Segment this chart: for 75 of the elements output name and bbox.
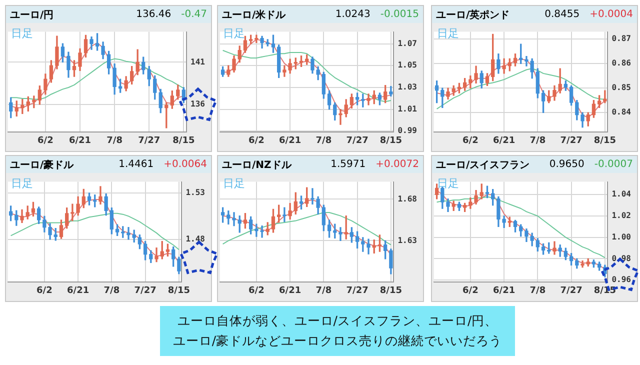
x-tick-label: 6/2	[36, 286, 52, 296]
x-tick-label: 7/27	[346, 136, 368, 146]
y-tick-label: 0.84	[612, 108, 632, 117]
chart-title: ユーロ/NZドル	[222, 158, 293, 172]
x-tick-label: 7/27	[560, 136, 582, 146]
y-tick-label: 0.99	[398, 126, 418, 136]
y-tick-label: 1.01	[398, 104, 418, 114]
x-tick-label: 8/15	[380, 136, 402, 146]
text: ユーロ自体が弱く、ユーロ/スイスフラン、ユーロ/円、	[177, 312, 498, 330]
y-tick-label: 136	[190, 99, 206, 108]
x-tick-label: 8/15	[594, 286, 616, 296]
y-tick-label: 1.00	[612, 232, 632, 242]
y-tick-label: 1.02	[612, 211, 632, 220]
y-tick-label: 1.48	[186, 234, 206, 244]
annotation: 日足	[437, 176, 459, 191]
x-tick-label: 7/8	[106, 136, 122, 146]
y-tick-label: 1.07	[398, 38, 418, 48]
x-tick-label: 7/27	[138, 136, 160, 146]
x-tick-label: 8/15	[168, 286, 190, 296]
y-tick-label: 1.53	[186, 188, 206, 198]
x-tick-label: 6/21	[67, 286, 90, 296]
y-tick-label: 1.05	[398, 60, 418, 70]
y-tick-label: 0.85	[612, 83, 632, 92]
x-tick-label: 7/27	[560, 286, 582, 296]
x-tick-label: 6/2	[38, 136, 54, 146]
text: 1.5971	[330, 159, 366, 170]
chart-title: ユーロ/スイスフラン	[436, 158, 531, 172]
x-tick-label: 7/8	[530, 286, 546, 296]
text: 1.4461	[118, 159, 154, 170]
annotation: 日足	[437, 26, 459, 41]
text: 1.0243	[335, 9, 370, 20]
x-tick-label: 6/2	[248, 286, 264, 296]
text: -0.0007	[594, 159, 633, 170]
x-tick-label: 6/21	[493, 136, 516, 146]
chart-title: ユーロ/豪ドル	[10, 158, 75, 172]
x-tick-label: 6/2	[248, 136, 264, 146]
y-tick-label: 0.96	[612, 275, 632, 284]
text: 0.8455	[544, 9, 580, 20]
text: +0.0004	[590, 9, 633, 20]
x-tick-label: 6/21	[279, 286, 302, 296]
annotation: 日足	[11, 26, 33, 41]
chart-title: ユーロ/円	[10, 8, 55, 22]
text: 0.9650	[549, 159, 584, 170]
x-tick-label: 7/27	[134, 286, 156, 296]
text: -0.47	[181, 9, 207, 20]
x-tick-label: 8/15	[380, 286, 402, 296]
annotation: 日足	[223, 26, 245, 41]
text: +0.0064	[164, 159, 207, 170]
annotation: 日足	[11, 176, 33, 191]
x-tick-label: 7/8	[104, 286, 120, 296]
x-tick-label: 8/15	[594, 136, 616, 146]
text: +0.0072	[376, 159, 419, 170]
annotation: 日足	[223, 176, 245, 191]
y-tick-label: 0.86	[612, 58, 632, 68]
y-tick-label: 1.03	[398, 82, 418, 92]
text: 136.46	[136, 9, 172, 20]
x-tick-label: 7/8	[316, 286, 332, 296]
x-tick-label: 6/21	[279, 136, 302, 146]
x-tick-label: 6/2	[462, 136, 478, 146]
x-tick-label: 6/21	[68, 136, 92, 146]
text: ユーロ/豪ドルなどユーロクロス売りの継続でいいだろう	[172, 332, 502, 350]
y-tick-label: 1.63	[398, 236, 418, 245]
y-tick-label: 1.04	[612, 190, 632, 199]
x-tick-label: 7/8	[530, 136, 546, 146]
x-tick-label: 7/8	[316, 136, 332, 146]
x-tick-label: 6/21	[493, 286, 516, 296]
y-tick-label: 0.87	[612, 34, 632, 44]
x-tick-label: 8/15	[172, 136, 195, 146]
y-tick-label: 141	[190, 57, 206, 66]
y-tick-label: 1.68	[398, 194, 418, 204]
chart-title: ユーロ/米ドル	[222, 8, 287, 22]
text: -0.0015	[380, 9, 419, 20]
x-tick-label: 7/27	[346, 286, 368, 296]
x-tick-label: 6/2	[462, 286, 478, 296]
chart-title: ユーロ/英ポンド	[436, 8, 511, 22]
